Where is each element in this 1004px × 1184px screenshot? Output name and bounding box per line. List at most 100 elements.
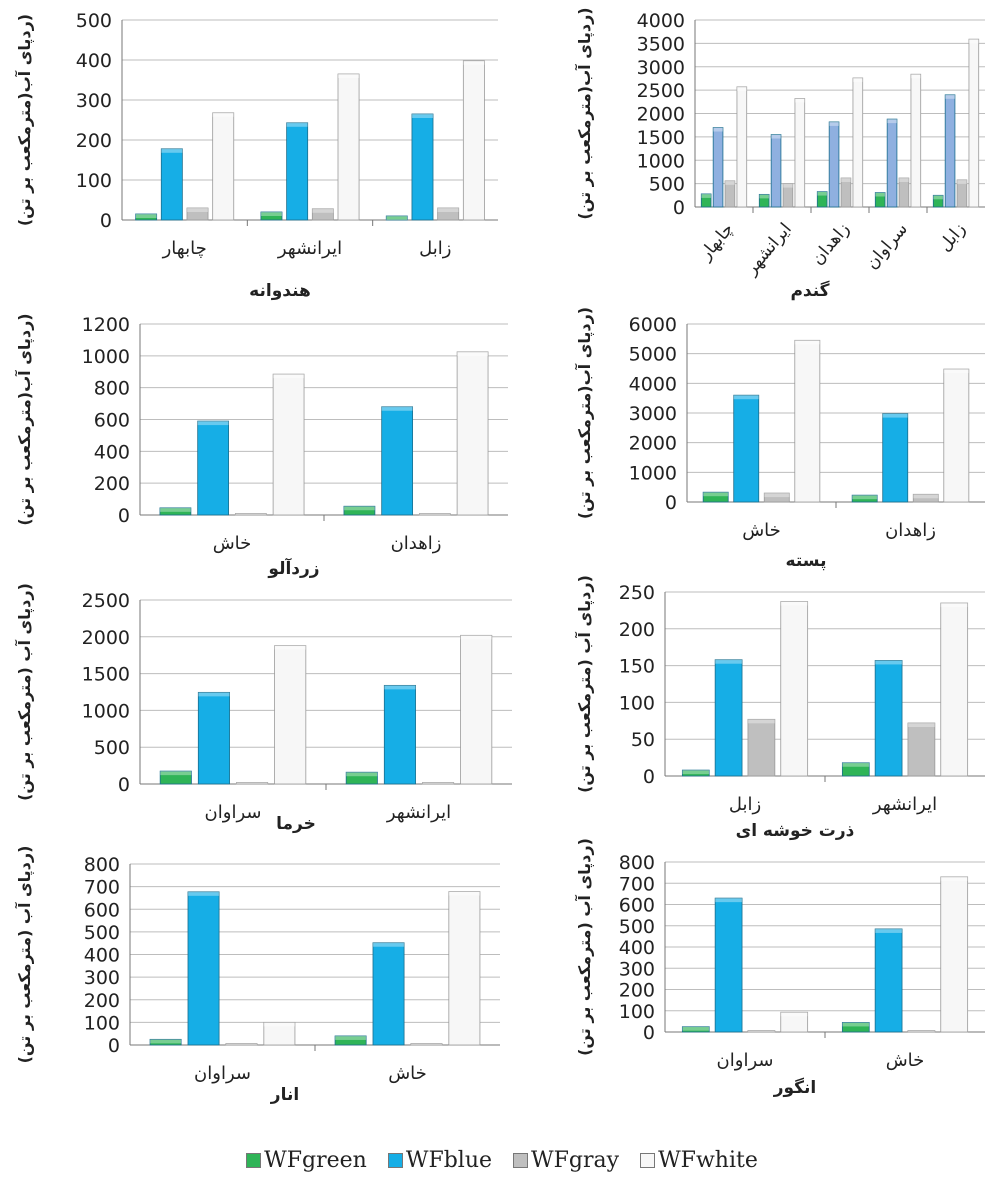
bar-highlight	[419, 513, 451, 515]
y-tick-label: 700	[84, 877, 120, 899]
bar-highlight	[913, 494, 939, 499]
bar-wfblue	[828, 121, 840, 208]
y-tick-label: 400	[94, 441, 130, 463]
bar-highlight	[842, 762, 870, 767]
bar-highlight	[907, 723, 935, 728]
y-tick-label: 250	[619, 582, 655, 604]
x-tick-label: ایرانشهر	[277, 238, 342, 259]
bar-wfblue	[197, 691, 230, 785]
bar-highlight	[747, 719, 775, 724]
legend-label-wfgreen: WFgreen	[264, 1148, 367, 1173]
y-tick-label: 1000	[637, 150, 685, 172]
y-tick-label: 400	[84, 945, 120, 967]
bar-highlight	[725, 180, 735, 185]
y-tick-label: 200	[619, 980, 655, 1002]
bar-highlight	[312, 208, 334, 213]
y-tick-label: 3500	[637, 33, 685, 55]
x-tick-label: زاهدان	[391, 533, 442, 554]
bar-wfgreen	[874, 192, 886, 208]
chart-watermelon: 0 100 200 300 400 500 چابهار ایرانشهر زابل (ردپای…	[14, 10, 498, 301]
y-tick-label: 400	[619, 937, 655, 959]
y-tick-label: 500	[84, 922, 120, 944]
chart-title: ذرت خوشه ای	[736, 821, 855, 841]
bar-highlight	[713, 127, 723, 132]
bar-wfgray	[225, 1043, 258, 1046]
y-tick-label: 0	[665, 492, 677, 514]
bar-wfgreen	[385, 215, 408, 221]
bar-wfblue	[197, 420, 230, 516]
bar-wfgreen	[851, 494, 878, 503]
bar-wfblue	[712, 127, 724, 208]
bar-wfwhite	[460, 634, 493, 785]
y-tick-label: 700	[619, 873, 655, 895]
bar-wfwhite	[940, 876, 969, 1033]
y-tick-label: 100	[76, 170, 112, 192]
chart-date_palm: 0 500 1000 1500 2000 2500 سراوان ایرانشهر (ردپای…	[14, 583, 512, 834]
chart-title: گندم	[790, 280, 829, 301]
bar-highlight	[780, 1012, 808, 1017]
bar-highlight	[381, 406, 413, 411]
bar-wfgray	[907, 1030, 936, 1033]
bar-wfgreen	[343, 505, 376, 516]
bar-highlight	[701, 193, 712, 198]
bar-wfgreen	[159, 507, 192, 516]
bar-wfwhite	[274, 645, 307, 785]
bar-wfwhite	[212, 112, 235, 221]
chart-apricot: 0 200 400 600 800 1000 1200 خاش زاهدان (ردپای آب(…	[14, 313, 508, 579]
x-tick-label: سراوان	[717, 1050, 774, 1071]
bar-wfgreen	[345, 771, 378, 785]
x-tick-label: زابل	[419, 238, 451, 259]
bar-wfgray	[747, 718, 776, 777]
bar-wfgray	[186, 207, 209, 221]
legend-label-wfblue: WFblue	[405, 1148, 493, 1173]
bar-highlight	[887, 119, 897, 124]
bar-wfgray	[782, 183, 794, 208]
bar-wfblue	[381, 406, 414, 516]
bar-wfgray	[311, 208, 334, 221]
bar-wfgreen	[681, 769, 710, 777]
y-tick-label: 6000	[629, 314, 677, 336]
bar-wfwhite	[910, 73, 922, 208]
chart-title: خرما	[276, 814, 316, 834]
bar-highlight	[957, 179, 967, 184]
y-axis-label: (ردپای آب(مترمکعب بر تن)	[574, 7, 595, 219]
bar-highlight	[715, 898, 743, 903]
bar-highlight	[343, 506, 375, 511]
bar-wfblue	[411, 113, 434, 221]
bar-highlight	[882, 413, 908, 418]
bar-wfgray	[724, 180, 736, 208]
bar-highlight	[198, 692, 230, 697]
bar-highlight	[968, 39, 979, 44]
bar-highlight	[372, 942, 405, 947]
bar-highlight	[235, 513, 267, 515]
legend: WFgreen WFblue WFgray WFwhite	[0, 1148, 1004, 1173]
y-tick-label: 50	[631, 729, 655, 751]
y-tick-label: 400	[76, 50, 112, 72]
y-tick-label: 0	[643, 1022, 655, 1044]
bar-highlight	[197, 421, 229, 426]
legend-swatch-wfgray	[513, 1153, 529, 1168]
bar-highlight	[274, 645, 306, 650]
bar-highlight	[346, 772, 378, 777]
bar-wfwhite	[943, 368, 970, 503]
y-tick-label: 2500	[637, 80, 685, 102]
chart-sorghum: 0 50 100 150 200 250 زابل ایرانشهر (ردپای آب (مت…	[574, 575, 985, 841]
bar-highlight	[703, 492, 729, 497]
y-tick-label: 2000	[629, 433, 677, 455]
bar-wfgray	[422, 782, 455, 785]
y-tick-label: 0	[118, 505, 130, 527]
bar-wfgray	[437, 207, 460, 221]
x-tick-label: چابهار	[695, 219, 738, 265]
bar-highlight	[747, 1030, 775, 1032]
bar-wfblue	[372, 942, 405, 1046]
y-axis-label: (ردپای آب(مترمکعب بر تن)	[574, 307, 595, 519]
x-tick-label: زاهدان	[885, 520, 936, 541]
y-tick-label: 2500	[82, 590, 130, 612]
chart-title: هندوانه	[249, 281, 311, 301]
bar-highlight	[733, 395, 759, 400]
y-tick-label: 600	[84, 899, 120, 921]
bar-highlight	[910, 74, 921, 79]
